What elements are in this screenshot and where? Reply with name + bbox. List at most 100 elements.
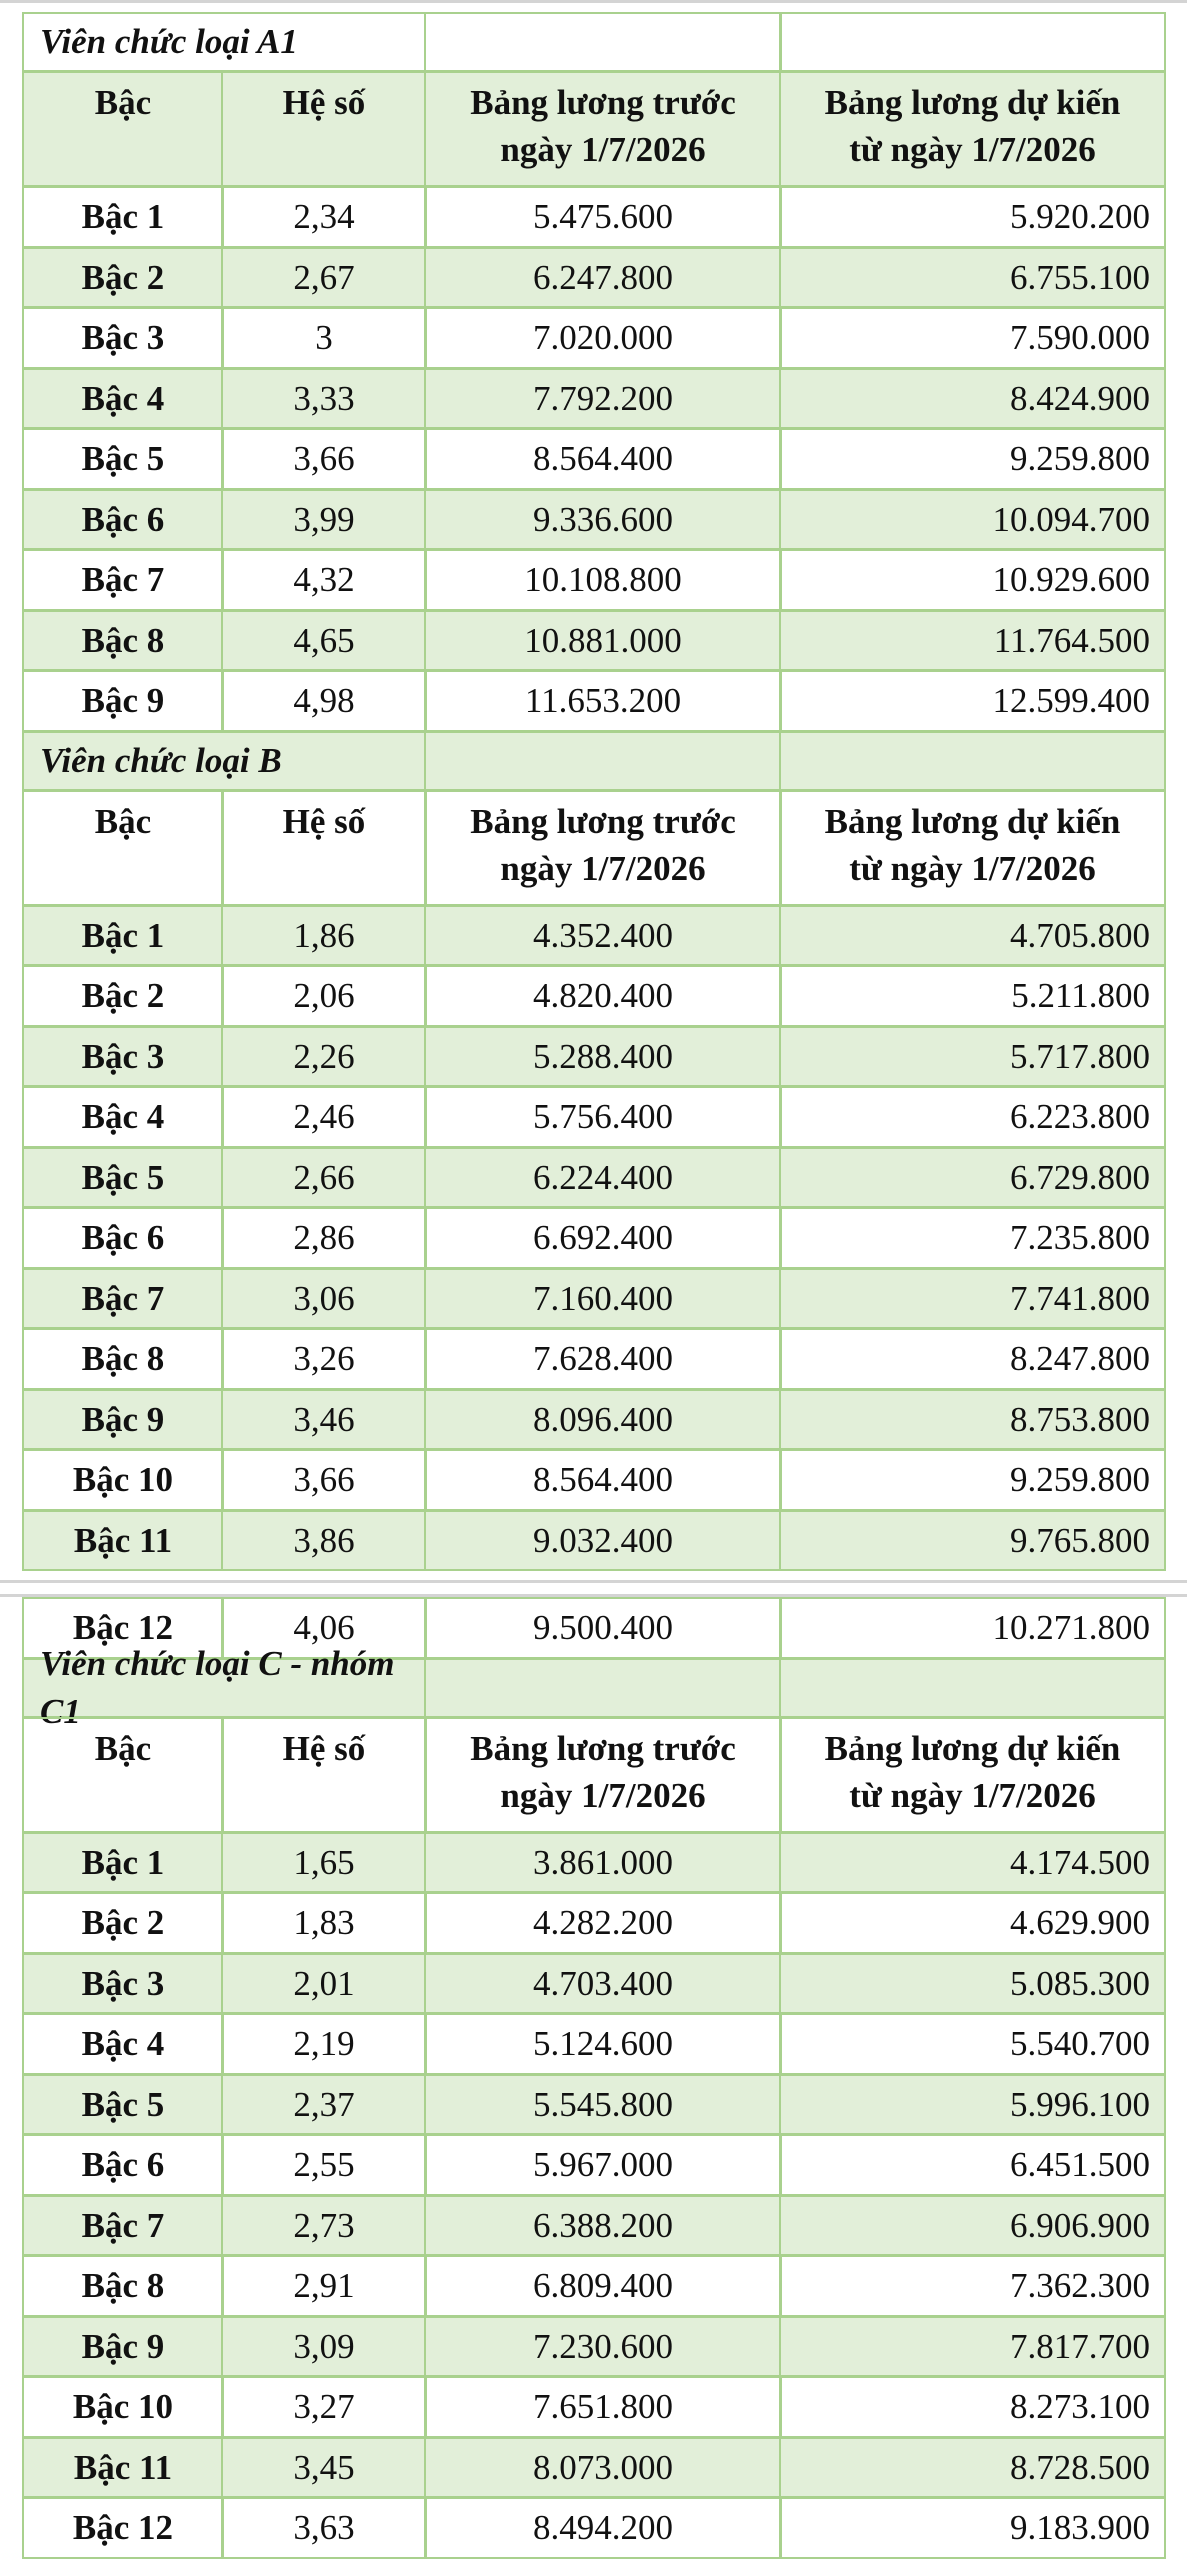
- table-cell: 3,63: [221, 2497, 427, 2559]
- table-cell: 5.475.600: [424, 186, 782, 248]
- data-row: Bậc 6 2,86 6.692.400 7.235.800: [0, 1207, 1187, 1269]
- data-row: Bậc 4 2,19 5.124.600 5.540.700: [0, 2013, 1187, 2075]
- table-cell: 5.288.400: [424, 1025, 782, 1087]
- table-cell: 8.494.200: [424, 2497, 782, 2559]
- table-cell: 6.809.400: [424, 2255, 782, 2317]
- table-cell: [779, 12, 1166, 72]
- table-cell: 7.020.000: [424, 307, 782, 369]
- data-row: Bậc 8 4,65 10.881.000 11.764.500: [0, 609, 1187, 671]
- table-cell: 3: [221, 307, 427, 369]
- table-cell: 8.273.100: [779, 2376, 1166, 2438]
- table-cell: Bậc 10: [22, 1449, 224, 1511]
- table-cell: Bậc 2: [22, 1892, 224, 1954]
- table-cell: [779, 730, 1166, 791]
- table-cell: 7.362.300: [779, 2255, 1166, 2317]
- table-cell: 5.211.800: [779, 965, 1166, 1027]
- data-row: Bậc 9 4,98 11.653.200 12.599.400: [0, 670, 1187, 732]
- table-cell: Bảng lương dự kiến từ ngày 1/7/2026: [779, 1716, 1166, 1833]
- table-cell: 2,67: [221, 246, 427, 308]
- table-cell: Bậc 2: [22, 965, 224, 1027]
- table-cell: 3,46: [221, 1388, 427, 1450]
- table-cell: 7.792.200: [424, 367, 782, 429]
- data-row: Bậc 1 1,65 3.861.000 4.174.500: [0, 1831, 1187, 1893]
- table-cell: 7.628.400: [424, 1328, 782, 1390]
- table-cell: 5.996.100: [779, 2073, 1166, 2135]
- table-cell: 4,65: [221, 609, 427, 671]
- data-row: Bậc 3 3 7.020.000 7.590.000: [0, 307, 1187, 369]
- table-cell: 4.629.900: [779, 1892, 1166, 1954]
- header-row: Bậc Hệ số Bảng lương trước ngày 1/7/2026 Bả…: [0, 71, 1187, 187]
- table-cell: 9.336.600: [424, 488, 782, 550]
- table-cell: 3,27: [221, 2376, 427, 2438]
- table-cell: Bậc 3: [22, 307, 224, 369]
- section-title-row: Viên chức loại A1: [0, 12, 1187, 72]
- data-row: Bậc 2 2,67 6.247.800 6.755.100: [0, 246, 1187, 308]
- table-cell: 1,86: [221, 904, 427, 966]
- table-cell: 3,86: [221, 1509, 427, 1571]
- table-cell: 12.599.400: [779, 670, 1166, 732]
- data-row: Bậc 4 2,46 5.756.400 6.223.800: [0, 1086, 1187, 1148]
- data-row: Bậc 5 3,66 8.564.400 9.259.800: [0, 428, 1187, 490]
- data-row: Bậc 7 3,06 7.160.400 7.741.800: [0, 1267, 1187, 1329]
- table-cell: 7.235.800: [779, 1207, 1166, 1269]
- data-row: Bậc 1 2,34 5.475.600 5.920.200: [0, 186, 1187, 248]
- table-cell: Bậc: [22, 71, 224, 187]
- table-cell: 2,37: [221, 2073, 427, 2135]
- table-cell: Bậc 3: [22, 1952, 224, 2014]
- table-cell: 3,09: [221, 2315, 427, 2377]
- table-cell: Bậc 5: [22, 2073, 224, 2135]
- table-cell: [424, 1657, 782, 1718]
- table-cell: 10.094.700: [779, 488, 1166, 550]
- table-cell: 5.124.600: [424, 2013, 782, 2075]
- table-cell: 8.096.400: [424, 1388, 782, 1450]
- table-cell: Bậc 1: [22, 1831, 224, 1893]
- table-cell: Viên chức loại A1: [22, 12, 426, 72]
- table-cell: 6.692.400: [424, 1207, 782, 1269]
- table-cell: 10.929.600: [779, 549, 1166, 611]
- table-cell: 5.756.400: [424, 1086, 782, 1148]
- table-cell: 11.653.200: [424, 670, 782, 732]
- table-cell: 10.271.800: [779, 1597, 1166, 1659]
- table-cell: 8.753.800: [779, 1388, 1166, 1450]
- table-cell: Bậc 5: [22, 428, 224, 490]
- table-cell: 10.881.000: [424, 609, 782, 671]
- table-cell: 3,99: [221, 488, 427, 550]
- table-cell: Bậc 8: [22, 609, 224, 671]
- table-cell: 7.817.700: [779, 2315, 1166, 2377]
- table-cell: Bậc 1: [22, 186, 224, 248]
- table-cell: Bậc 9: [22, 670, 224, 732]
- table-cell: Bậc: [22, 789, 224, 906]
- table-cell: Bậc 10: [22, 2376, 224, 2438]
- table-cell: Bảng lương trước ngày 1/7/2026: [424, 71, 782, 187]
- table-cell: Bậc 4: [22, 367, 224, 429]
- table-cell: 2,06: [221, 965, 427, 1027]
- section-title-row: Viên chức loại B: [0, 730, 1187, 791]
- table-cell: Bậc 2: [22, 246, 224, 308]
- data-row: Bậc 11 3,45 8.073.000 8.728.500: [0, 2436, 1187, 2498]
- table-cell: Bậc 6: [22, 488, 224, 550]
- screen-edge: [0, 0, 1187, 3]
- table-cell: 3,66: [221, 428, 427, 490]
- table-cell: [424, 12, 782, 72]
- data-row: Bậc 9 3,09 7.230.600 7.817.700: [0, 2315, 1187, 2377]
- data-row: Bậc 11 3,86 9.032.400 9.765.800: [0, 1509, 1187, 1571]
- table-cell: 8.728.500: [779, 2436, 1166, 2498]
- table-cell: 8.564.400: [424, 428, 782, 490]
- data-row: Bậc 7 4,32 10.108.800 10.929.600: [0, 549, 1187, 611]
- table-cell: 3.861.000: [424, 1831, 782, 1893]
- table-cell: 2,34: [221, 186, 427, 248]
- table-cell: 2,19: [221, 2013, 427, 2075]
- table-cell: 9.183.900: [779, 2497, 1166, 2559]
- table-cell: 2,91: [221, 2255, 427, 2317]
- table-cell: 3,66: [221, 1449, 427, 1511]
- table-cell: Bậc 5: [22, 1146, 224, 1208]
- table-cell: Bậc 9: [22, 1388, 224, 1450]
- table-cell: Bậc 12: [22, 2497, 224, 2559]
- table-cell: 5.545.800: [424, 2073, 782, 2135]
- data-row: Bậc 8 2,91 6.809.400 7.362.300: [0, 2255, 1187, 2317]
- table-cell: 1,65: [221, 1831, 427, 1893]
- table-cell: 2,73: [221, 2194, 427, 2256]
- table-cell: 2,26: [221, 1025, 427, 1087]
- table-cell: [424, 730, 782, 791]
- table-cell: 8.424.900: [779, 367, 1166, 429]
